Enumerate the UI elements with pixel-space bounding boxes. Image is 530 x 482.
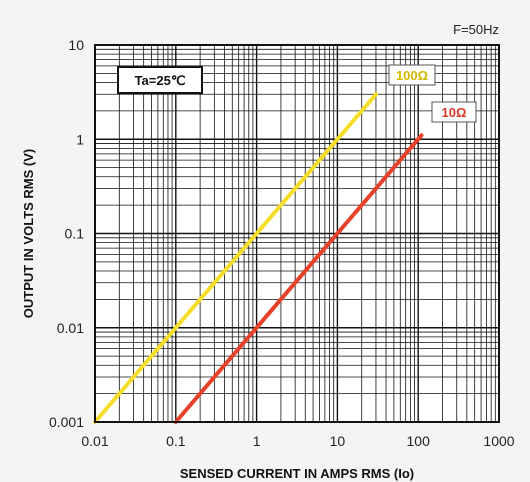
- x-tick-label: 1000: [483, 433, 514, 449]
- x-tick-label: 10: [330, 433, 346, 449]
- x-tick-label: 1: [253, 433, 261, 449]
- x-axis-title: SENSED CURRENT IN AMPS RMS (Io): [180, 466, 414, 481]
- plot-frame: [94, 44, 500, 423]
- x-tick-label: 0.01: [81, 433, 108, 449]
- y-tick-label: 0.001: [49, 414, 84, 430]
- annotation-label: Ta=25℃: [135, 73, 186, 88]
- series-line-10-ohm: [173, 133, 424, 424]
- series-layer: [93, 92, 424, 424]
- y-tick-label: 0.01: [57, 320, 84, 336]
- x-tick-labels: 0.01 0.1 1 10 100 1000: [81, 433, 514, 449]
- series-line-100-ohm: [93, 92, 378, 424]
- y-tick-labels: 0.001 0.01 0.1 1 10: [49, 37, 84, 430]
- legend-100-ohm: 100Ω: [388, 64, 436, 86]
- legend-10-ohm: 10Ω: [431, 101, 477, 123]
- x-tick-label: 0.1: [166, 433, 186, 449]
- legend-label-100-ohm: 100Ω: [396, 68, 428, 83]
- frequency-note: F=50Hz: [453, 22, 499, 37]
- x-tick-label: 100: [407, 433, 431, 449]
- y-tick-label: 10: [68, 37, 84, 53]
- y-tick-label: 1: [76, 131, 84, 147]
- y-tick-label: 0.1: [65, 226, 85, 242]
- legend-label-10-ohm: 10Ω: [442, 105, 467, 120]
- annotation-box: Ta=25℃: [117, 66, 203, 94]
- y-axis-title: OUTPUT IN VOLTS RMS (V): [21, 149, 36, 318]
- grid: [95, 45, 499, 422]
